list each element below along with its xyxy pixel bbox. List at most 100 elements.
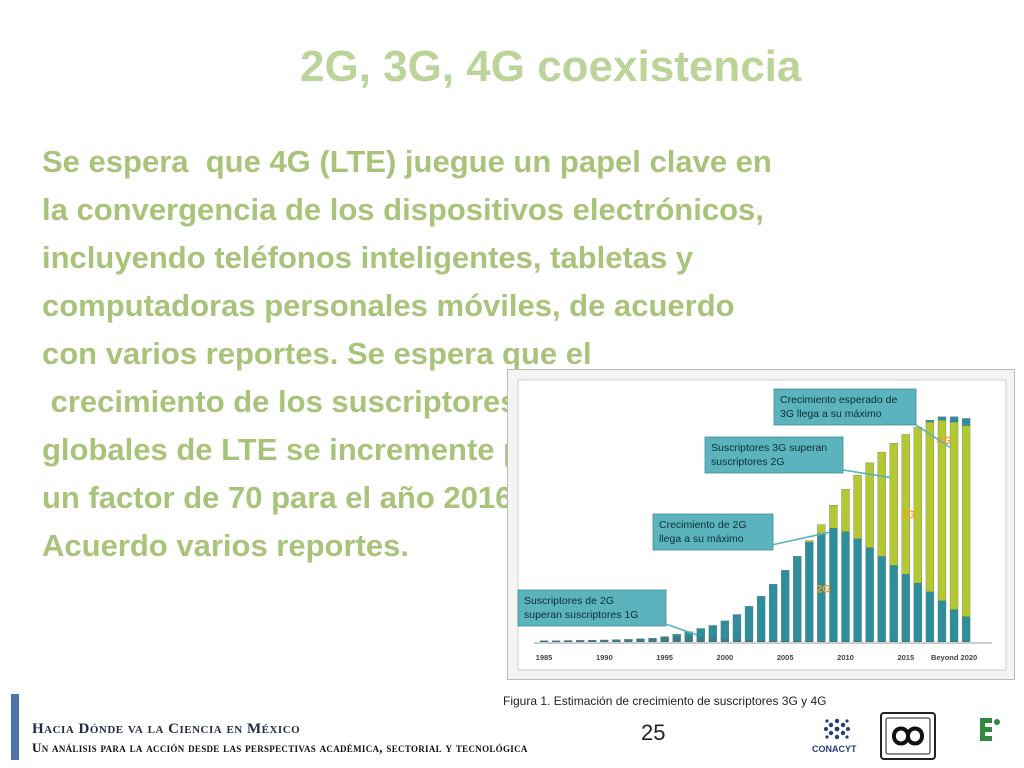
bar-4G-2017 [925, 420, 935, 423]
body-line: la convergencia de los dispositivos elec… [42, 192, 764, 227]
body-line: computadoras personales móviles, de acue… [42, 288, 735, 323]
bar-1G-1991 [612, 639, 621, 642]
x-tick-label: 2000 [717, 653, 734, 662]
bar-base-1996 [672, 641, 681, 642]
body-line: crecimiento de los suscriptores [42, 384, 518, 419]
bar-base-2013 [877, 641, 886, 642]
bar-base-2005 [781, 641, 790, 642]
bar-1G-1996 [672, 636, 681, 642]
footer-title: Hacia Dónde va la Ciencia en México [32, 721, 301, 737]
conacyt-label: CONACYT [812, 744, 857, 754]
callout-box [652, 513, 774, 551]
bar-1G-1994 [648, 638, 657, 642]
bar-base-1987 [564, 641, 573, 642]
bar-1G-1985 [539, 640, 549, 642]
footer-subtitle: Un análisis para la acción desde las per… [32, 740, 528, 755]
bar-base-1993 [636, 641, 645, 642]
footer-accent-bar [11, 694, 19, 760]
x-tick-label: 1985 [536, 653, 553, 662]
bar-base-1998 [696, 641, 705, 642]
callout-text: llega a su máximo [659, 533, 744, 545]
callout-box [773, 388, 917, 426]
bar-base-2008 [817, 641, 826, 642]
bar-base-1997 [684, 641, 693, 642]
bar-1G-2001 [732, 639, 742, 642]
bar-1G-1997 [684, 636, 693, 642]
bar-3G-2013 [877, 451, 886, 557]
bar-3G-2010 [841, 489, 850, 532]
bar-2G-1996 [672, 634, 681, 638]
bar-1G-1989 [588, 639, 597, 642]
bar-3G-2016 [913, 427, 923, 584]
bar-base-2016 [913, 641, 922, 642]
bar-2G-2001 [732, 614, 742, 640]
bar-1G-1999 [708, 637, 717, 642]
bar-base-2010 [841, 641, 850, 642]
callout-text: Crecimiento esperado de [780, 394, 897, 406]
bar-3G-2015 [901, 434, 910, 575]
bar-base-1991 [612, 641, 621, 642]
x-tick-label: 2005 [777, 653, 794, 662]
bar-4G-2019 [949, 416, 959, 423]
bar-base-1999 [708, 641, 717, 642]
bar-2G-2005 [781, 570, 790, 642]
academia-seal-logo [880, 712, 936, 760]
bar-base-2004 [769, 641, 778, 642]
bar-base-2012 [865, 641, 874, 642]
x-tick-label: 2015 [897, 653, 914, 662]
bar-3G-2011 [853, 474, 862, 539]
callout-pointer [766, 531, 830, 547]
bar-3G-2020 [961, 425, 971, 617]
bar-2G-2019 [949, 609, 959, 642]
bar-base-2019 [950, 641, 959, 642]
body-line: globales de LTE se incremente por [42, 432, 554, 467]
bar-base-1990 [600, 641, 609, 642]
bar-2G-2014 [889, 565, 898, 642]
bar-1G-1998 [696, 637, 705, 642]
bar-1G-1993 [636, 638, 645, 642]
bar-1G-1986 [551, 640, 561, 642]
bar-base-1994 [648, 641, 657, 642]
bar-2G-2015 [901, 573, 910, 642]
bar-3G-2009 [829, 504, 838, 529]
bar-base-2009 [829, 641, 838, 642]
bar-2G-1999 [708, 625, 717, 638]
bar-base-1989 [588, 641, 597, 642]
bar-3G-2008 [817, 524, 826, 534]
callout-text: superan suscriptores 1G [524, 609, 638, 621]
body-line: Acuerdo varios reportes. [42, 528, 409, 563]
callout-text: 3G llega a su máximo [780, 408, 882, 420]
bar-2G-2007 [805, 542, 814, 642]
bar-2G-2016 [913, 582, 923, 642]
bar-base-2001 [732, 641, 741, 642]
page-number: 25 [641, 720, 666, 745]
bar-2G-2010 [841, 531, 850, 642]
series-label-4G: 4G [937, 435, 952, 447]
callout-text: suscriptores 2G [711, 456, 785, 468]
x-tick-label: 1990 [596, 653, 613, 662]
slide-title: 2G, 3G, 4G coexistencia [300, 42, 802, 91]
callout-box [517, 589, 667, 627]
callout-text: Suscriptores de 2G [524, 595, 614, 607]
bar-1G-1990 [600, 639, 609, 642]
bar-2G-2002 [744, 606, 754, 641]
bar-base-2011 [853, 641, 862, 642]
bar-2G-2000 [720, 620, 730, 639]
bar-base-1985 [540, 641, 548, 642]
bar-3G-2012 [865, 462, 874, 548]
callout-text: Crecimiento de 2G [659, 519, 747, 531]
bar-base-2002 [745, 641, 754, 642]
bar-2G-2006 [793, 556, 802, 642]
bar-2G-2018 [937, 600, 947, 642]
bar-1G-2000 [720, 638, 730, 642]
bar-2G-2004 [768, 584, 778, 642]
bar-base-1988 [576, 641, 585, 642]
consejo-consultivo-logo [980, 718, 1000, 741]
callout-pointer [836, 468, 890, 479]
bar-1G-1992 [624, 639, 633, 642]
x-tick-label: 2010 [837, 653, 854, 662]
callout-text: Suscriptores 3G superan [711, 442, 827, 454]
bar-base-2014 [889, 641, 898, 642]
bar-3G-2007 [805, 540, 814, 543]
